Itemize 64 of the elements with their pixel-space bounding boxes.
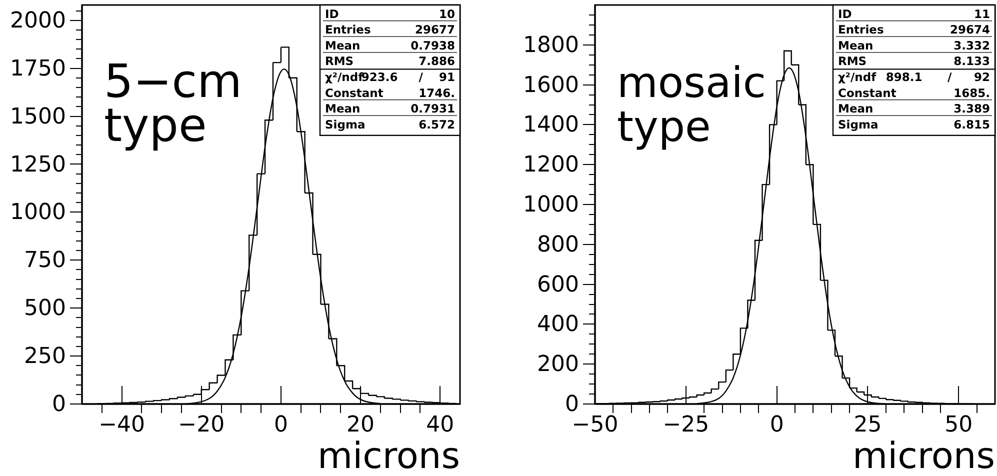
annotation: 7.886 [418, 54, 455, 68]
y-tick-label: 400 [537, 312, 579, 338]
y-tick-label: 1600 [523, 72, 579, 98]
x-tick-label: −25 [662, 412, 710, 438]
annotation: Constant [325, 86, 384, 100]
annotation: 1746. [418, 86, 455, 100]
y-tick-label: 600 [537, 272, 579, 298]
y-tick-label: 1000 [10, 200, 66, 226]
x-tick-label: −20 [178, 412, 225, 438]
annotation: 3.389 [954, 102, 990, 116]
y-tick-label: 250 [24, 344, 66, 370]
x-axis-title: microns [852, 436, 995, 476]
annotation: 0.7931 [410, 102, 455, 116]
annotation: Mean [325, 38, 360, 52]
annotation: 1685. [954, 86, 990, 100]
annotation: ID [838, 6, 852, 21]
y-tick-label: 1800 [523, 32, 579, 58]
y-tick-label: 500 [24, 296, 66, 322]
annotation: 0.7938 [410, 38, 455, 52]
x-tick-label: 0 [770, 412, 784, 438]
annotation: Entries [325, 22, 371, 37]
annotation: 29674 [950, 22, 990, 37]
annotation: 91 [438, 70, 455, 84]
annotation: 92 [974, 70, 990, 84]
x-tick-label: 50 [944, 412, 973, 438]
y-tick-label: 750 [24, 248, 66, 274]
annotation: / [418, 70, 424, 84]
x-axis-title: microns [318, 436, 460, 476]
annotation: 8.133 [954, 54, 990, 68]
annotation: RMS [838, 54, 867, 68]
y-tick-label: 0 [52, 392, 66, 418]
annotation: Mean [838, 102, 874, 116]
y-tick-label: 1000 [523, 192, 579, 218]
x-tick-label: −40 [98, 412, 146, 438]
x-tick-label: 25 [854, 412, 882, 438]
annotation: Sigma [325, 117, 366, 132]
y-tick-label: 200 [537, 352, 579, 378]
y-tick-label: 1400 [523, 112, 579, 138]
annotation: ID [325, 6, 339, 21]
annotation: Mean [325, 102, 360, 116]
annotation: Mean [838, 38, 874, 52]
annotation: 10 [438, 6, 455, 21]
annotation: 6.572 [418, 117, 455, 132]
x-tick-label: 40 [426, 412, 454, 438]
annotation: χ²/ndf [838, 70, 878, 84]
annotation: 29677 [414, 22, 455, 37]
annotation: Entries [838, 22, 884, 37]
y-tick-label: 1500 [10, 104, 66, 130]
y-tick-label: 1200 [523, 152, 579, 178]
annotation: / [948, 70, 953, 84]
y-tick-label: 1250 [10, 152, 66, 178]
y-tick-label: 1750 [10, 56, 66, 82]
y-tick-label: 800 [537, 232, 579, 258]
x-tick-label: 20 [346, 412, 375, 438]
annotation: 3.332 [954, 38, 990, 52]
annotation: 898.1 [886, 70, 922, 84]
annotation: Constant [838, 86, 897, 100]
annotation: 11 [974, 6, 990, 21]
x-tick-label: 0 [274, 412, 288, 438]
annotation: RMS [325, 54, 354, 68]
y-tick-label: 2000 [10, 8, 66, 34]
annotation: 6.815 [954, 117, 990, 132]
annotation: Sigma [838, 117, 878, 132]
annotation: χ²/ndf [325, 70, 364, 84]
